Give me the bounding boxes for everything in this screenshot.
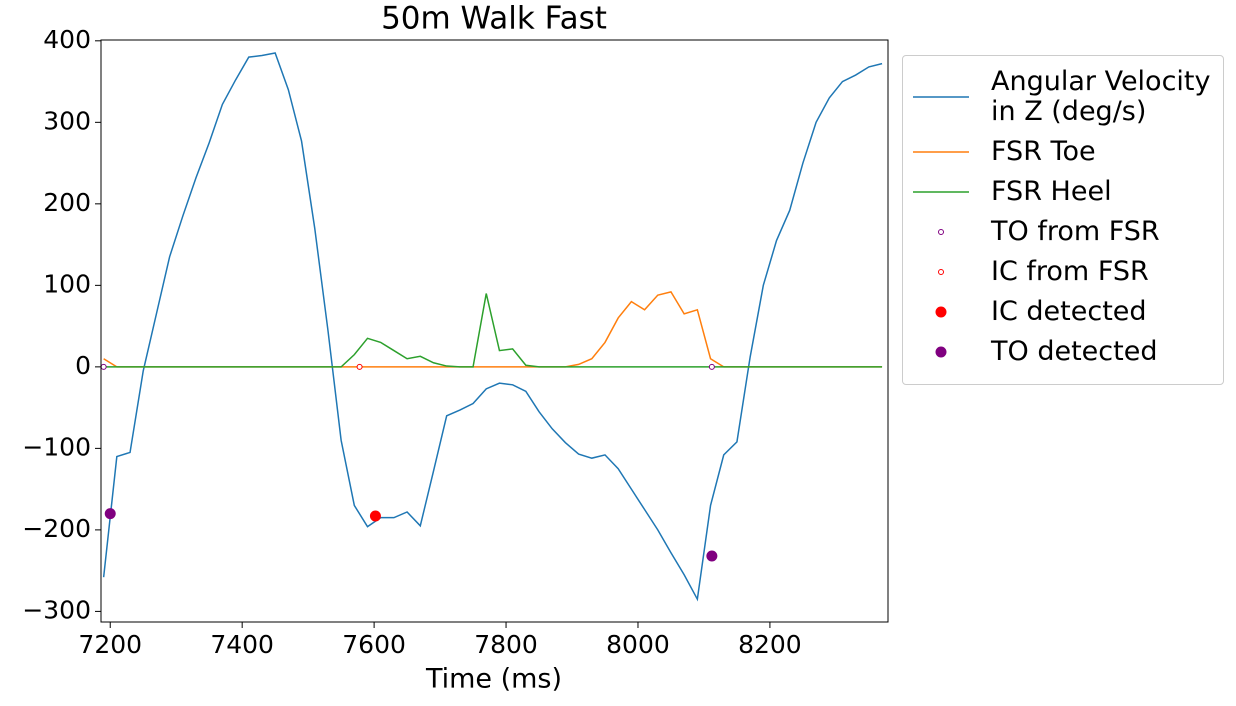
scatter-point: [706, 550, 718, 562]
legend-entry: TO from FSR: [913, 217, 1213, 247]
y-tick-label: 200: [43, 188, 91, 217]
legend-label: TO from FSR: [991, 216, 1160, 247]
x-tick-label: 8000: [606, 630, 670, 659]
legend-label: FSR Heel: [991, 176, 1112, 207]
y-tick-label: −300: [22, 595, 91, 624]
legend-handle: [913, 96, 969, 98]
y-tick-label: 300: [43, 106, 91, 135]
scatter-point: [369, 510, 381, 522]
line-series: [103, 293, 883, 368]
plot-frame: [100, 39, 889, 623]
line-series: [102, 52, 883, 602]
scatter-point: [104, 508, 116, 520]
legend-entry: TO detected: [913, 337, 1213, 367]
legend-label: Angular Velocity in Z (deg/s): [991, 66, 1211, 127]
x-tick-label: 8200: [738, 630, 802, 659]
legend-handle: [938, 269, 944, 275]
legend-marker: [938, 229, 944, 235]
legend-marker: [935, 346, 947, 358]
y-tick-label: −100: [22, 432, 91, 461]
x-tick-label: 7200: [78, 630, 142, 659]
legend-entry: IC from FSR: [913, 257, 1213, 287]
chart-title: 50m Walk Fast: [381, 1, 607, 37]
legend-handle: [935, 306, 947, 318]
legend-entry: FSR Toe: [913, 137, 1213, 167]
y-tick-label: 100: [43, 269, 91, 298]
scatter-point: [100, 363, 107, 370]
x-axis-label: Time (ms): [425, 664, 562, 695]
x-tick-label: 7600: [342, 630, 406, 659]
legend-handle: [935, 346, 947, 358]
scatter-point: [356, 363, 363, 370]
legend-entry: IC detected: [913, 297, 1213, 327]
legend-label: IC detected: [991, 296, 1147, 327]
legend-marker: [935, 306, 947, 318]
x-tick-label: 7400: [210, 630, 274, 659]
y-tick-label: −200: [22, 514, 91, 543]
legend-marker: [938, 269, 944, 275]
y-tick-label: 0: [75, 351, 91, 380]
legend-label: IC from FSR: [991, 256, 1149, 287]
legend-entry: FSR Heel: [913, 177, 1213, 207]
legend-label: FSR Toe: [991, 136, 1096, 167]
legend-handle: [913, 191, 969, 193]
legend-handle: [938, 229, 944, 235]
legend-entry: Angular Velocity in Z (deg/s): [913, 67, 1213, 127]
x-tick-label: 7800: [474, 630, 538, 659]
legend-label: TO detected: [991, 336, 1158, 367]
legend-handle: [913, 151, 969, 153]
legend: Angular Velocity in Z (deg/s) FSR Toe FSR …: [902, 55, 1224, 385]
line-series: [103, 291, 883, 368]
scatter-point: [708, 363, 715, 370]
y-tick-label: 400: [43, 25, 91, 54]
